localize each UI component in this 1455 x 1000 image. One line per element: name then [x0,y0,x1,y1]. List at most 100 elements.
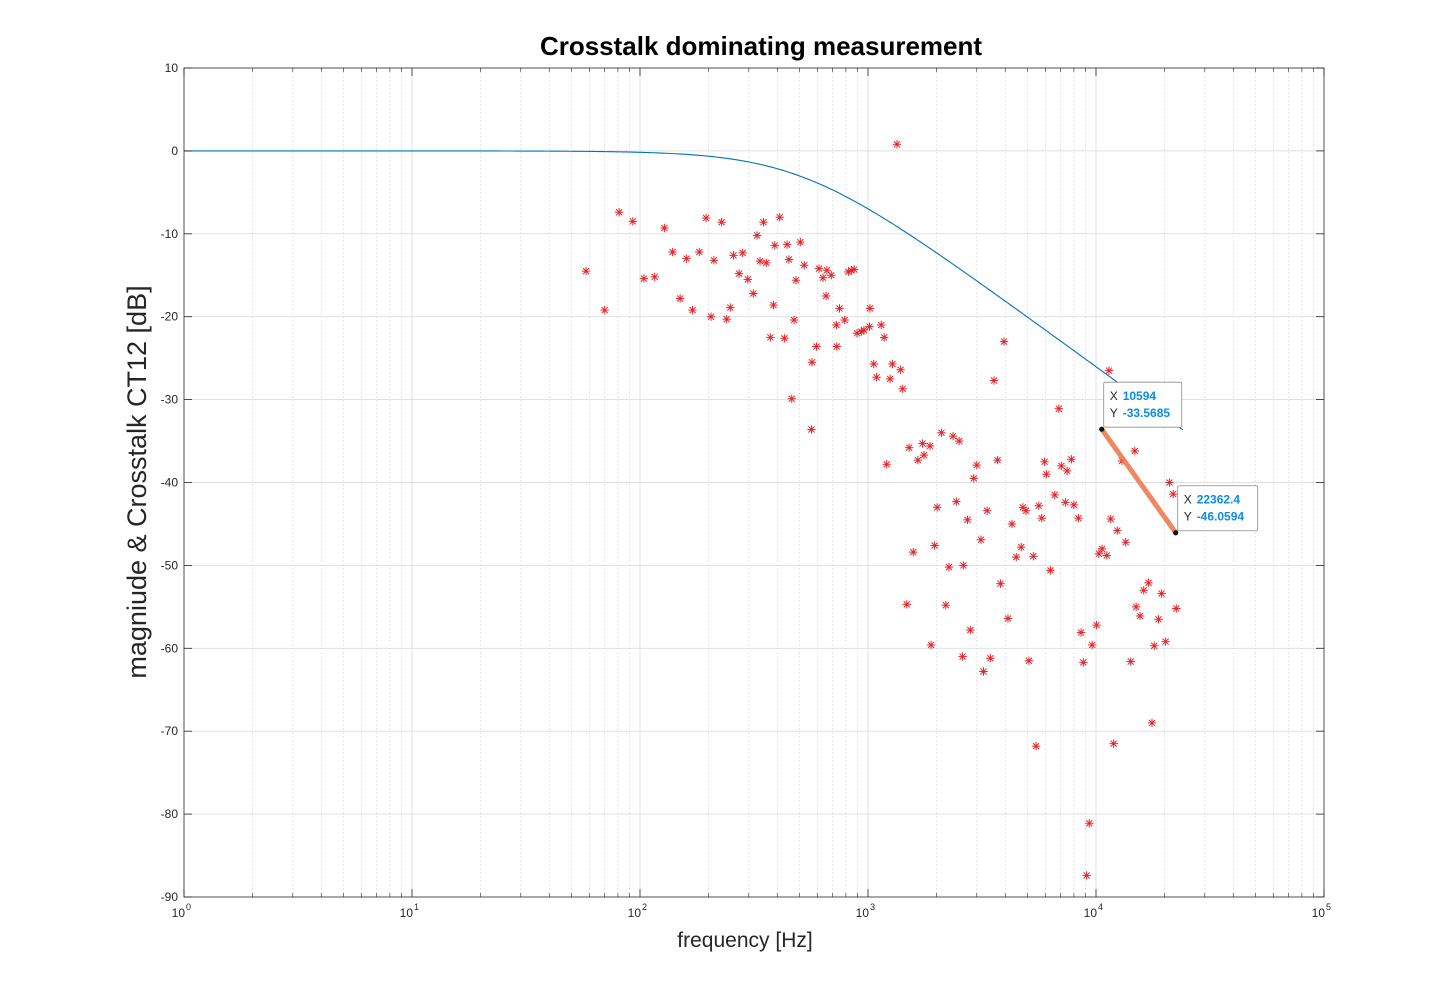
crosstalk-point [1131,602,1141,612]
crosstalk-point [932,503,942,512]
crosstalk-point [752,231,762,240]
crosstalk-point [944,562,954,572]
crosstalk-point [1034,501,1043,510]
datatip-x-value: 22362.4 [1197,493,1241,507]
crosstalk-point [976,535,986,544]
datatip-marker[interactable] [1099,426,1105,432]
crosstalk-point [743,275,752,284]
crosstalk-point [729,251,738,260]
crosstalk-point [1037,513,1046,523]
curve-layer [184,150,1184,431]
crosstalk-point [701,213,711,223]
x-tick-base: 10 [400,906,414,920]
crosstalk-point [581,266,591,276]
x-tick-base: 10 [1312,906,1326,920]
crosstalk-point [749,289,758,298]
crosstalk-point [821,291,831,301]
crosstalk-point [925,441,935,451]
crosstalk-point [919,450,929,460]
crosstalk-point [709,256,719,265]
x-tick-label: 10 5 [1312,902,1331,920]
y-tick-label: -90 [161,890,179,904]
crosstalk-point [1172,604,1181,613]
crosstalk-point [989,376,999,385]
x-tick-exponent: 4 [1098,902,1103,912]
crosstalk-point [918,439,927,448]
crosstalk-point [800,261,809,270]
crosstalk-point [902,600,912,609]
crosstalk-point [807,358,817,367]
datatip[interactable]: X 22362.4 Y -46.0594 [1173,485,1259,536]
crosstalk-point [993,455,1002,465]
y-tick-label: -60 [161,641,179,655]
crosstalk-point [1029,552,1038,561]
crosstalk-point [717,217,726,227]
crosstalk-point [909,547,918,557]
y-tick-label: -30 [161,393,179,407]
x-tick-base: 10 [172,906,186,920]
highlight-layer [1099,427,1178,535]
y-axis-label: magniude & Crosstalk CT12 [dB] [122,285,152,678]
crosstalk-point [999,337,1009,346]
crosstalk-point [1054,404,1064,413]
crosstalk-point [789,315,799,325]
crosstalk-point [722,314,731,324]
crosstalk-point [1069,500,1079,510]
x-tick-labels: 10 0 10 1 10 2 10 3 10 4 10 5 [172,902,1331,920]
crosstalk-point [898,384,907,394]
crosstalk-point [979,667,988,676]
datatip[interactable]: X 10594 Y -33.5685 [1099,381,1183,432]
crosstalk-point [840,315,849,325]
crosstalk-point [952,497,961,506]
datatip-y-value: -46.0594 [1197,510,1245,524]
x-tick-exponent: 5 [1326,902,1331,912]
crosstalk-point [958,652,967,661]
crosstalk-point [865,304,875,313]
crosstalk-point [796,237,805,247]
crosstalk-point [1021,506,1031,515]
crosstalk-point [1067,455,1076,464]
crosstalk-point [1161,637,1170,646]
datatip-x-value: 10594 [1123,389,1157,403]
crosstalk-point [926,640,936,650]
crosstalk-point [872,373,881,382]
highlighted-segment[interactable] [1099,427,1178,535]
y-tick-label: -40 [161,476,179,490]
crosstalk-point [628,217,638,226]
x-tick-label: 10 2 [628,902,647,920]
crosstalk-point [966,625,975,635]
crosstalk-point [775,213,784,222]
crosstalk-point [1085,819,1094,828]
crosstalk-point [1092,620,1101,630]
datatip-y-value: -33.5685 [1123,406,1171,420]
crosstalk-point [885,374,895,384]
crosstalk-point [1087,640,1097,650]
crosstalk-point [1057,461,1066,471]
crosstalk-point [1079,658,1088,667]
crosstalk-point [1121,537,1130,547]
crosstalk-point [770,241,779,250]
y-tick-label: -70 [161,724,179,738]
crosstalk-point [1082,871,1091,880]
datatip-layer: X 10594 Y -33.5685 X 22362.4 Y -46.0594 [1099,381,1259,536]
crosstalk-point [1050,490,1059,500]
x-tick-exponent: 3 [870,902,875,912]
datatip-marker[interactable] [1173,530,1179,536]
crosstalk-point [937,428,946,437]
datatip-y-key: Y [1110,406,1118,420]
crosstalk-point [832,342,842,351]
y-tick-label: -10 [161,227,179,241]
crosstalk-point [882,460,891,469]
crosstalk-point [1113,526,1122,535]
crosstalk-point [695,247,704,257]
crosstalk-point [1135,611,1145,621]
crosstalk-point [1104,366,1114,375]
x-axis-label: frequency [Hz] [677,929,812,952]
crosstalk-point [1154,615,1163,624]
scatter-layer [581,140,1181,880]
crosstalk-point [759,217,768,227]
crosstalk-point [818,273,828,282]
y-tick-label: -80 [161,807,179,821]
x-tick-label: 10 1 [400,902,419,920]
